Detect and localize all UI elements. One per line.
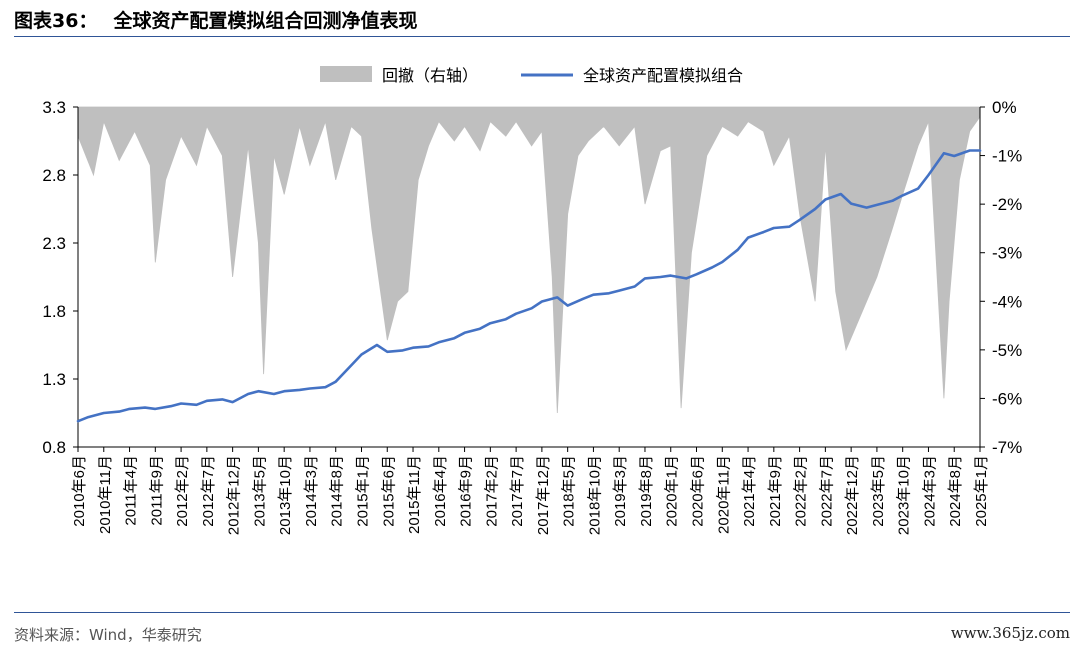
right-tick-label: -5% [992, 341, 1022, 360]
x-tick-label: 2020年1月 [664, 455, 681, 527]
x-tick-label: 2012年7月 [200, 455, 217, 527]
x-tick-label: 2015年11月 [406, 455, 423, 534]
x-tick-label: 2017年2月 [483, 455, 500, 527]
x-tick-label: 2012年2月 [174, 455, 191, 527]
x-tick-label: 2017年7月 [509, 455, 526, 527]
x-tick-label: 2021年4月 [741, 455, 758, 527]
x-tick-label: 2023年10月 [896, 455, 913, 535]
left-tick-label: 0.8 [42, 438, 66, 457]
x-tick-label: 2016年4月 [432, 455, 449, 527]
x-tick-label: 2022年7月 [818, 455, 835, 527]
x-tick-label: 2010年11月 [97, 455, 114, 534]
figure-label: 图表36： [14, 10, 98, 32]
right-tick-label: -3% [992, 244, 1022, 263]
x-tick-label: 2021年9月 [767, 455, 784, 527]
figure-title: 图表36： 全球资产配置模拟组合回测净值表现 [14, 6, 417, 33]
x-tick-label: 2011年9月 [148, 455, 165, 526]
watermark: www.365jz.com [950, 624, 1070, 642]
x-tick-label: 2010年6月 [71, 455, 88, 527]
top-rule [14, 36, 1070, 37]
source-note: 资料来源：Wind，华泰研究 [14, 626, 202, 644]
figure-title-text: 全球资产配置模拟组合回测净值表现 [113, 10, 418, 32]
x-tick-label: 2013年5月 [251, 455, 268, 527]
left-tick-label: 1.8 [42, 302, 66, 321]
left-tick-label: 2.3 [42, 234, 66, 253]
right-tick-label: -1% [992, 147, 1022, 166]
right-tick-label: -4% [992, 292, 1022, 311]
x-tick-label: 2022年2月 [793, 455, 810, 527]
x-tick-label: 2018年5月 [561, 455, 578, 527]
left-tick-label: 1.3 [42, 370, 66, 389]
chart: 3.3 2.8 2.3 1.8 1.3 0.8 0% -1% -2% -3% -4% -5% -6% -7… [42, 66, 1022, 535]
legend-label-portfolio: 全球资产配置模拟组合 [583, 67, 743, 85]
x-tick-label: 2013年10月 [277, 455, 294, 535]
x-tick-label: 2020年6月 [690, 455, 707, 527]
x-tick-label: 2011年4月 [123, 455, 140, 526]
x-tick-label: 2017年12月 [535, 455, 552, 535]
x-tick-label: 2024年3月 [922, 455, 939, 527]
bottom-rule [14, 612, 1070, 613]
right-tick-label: -6% [992, 389, 1022, 408]
portfolio-line [76, 149, 982, 423]
left-tick-label: 2.8 [42, 166, 66, 185]
x-tick-label: 2024年8月 [947, 455, 964, 527]
legend-swatch-drawdown [320, 66, 372, 82]
x-tick-label: 2015年1月 [355, 455, 372, 527]
drawdown-area [77, 106, 981, 414]
right-tick-label: -2% [992, 195, 1022, 214]
x-tick-label: 2015年6月 [380, 455, 397, 527]
right-tick-label: 0% [992, 98, 1017, 117]
x-tick-label: 2014年8月 [329, 455, 346, 527]
x-tick-label: 2020年11月 [715, 455, 732, 534]
right-tick-label: -7% [992, 438, 1022, 457]
legend-label-drawdown: 回撤（右轴） [382, 67, 478, 85]
x-tick-label: 2019年8月 [638, 455, 655, 527]
x-tick-label: 2023年5月 [870, 455, 887, 527]
x-tick-label: 2022年12月 [844, 455, 861, 535]
left-tick-label: 3.3 [42, 98, 66, 117]
x-tick-label: 2019年3月 [612, 455, 629, 527]
x-tick-label: 2025年1月 [973, 455, 990, 527]
x-tick-label: 2012年12月 [226, 455, 243, 535]
x-tick-label: 2014年3月 [303, 455, 320, 527]
x-tick-label: 2016年9月 [458, 455, 475, 527]
x-tick-label: 2018年10月 [586, 455, 603, 535]
